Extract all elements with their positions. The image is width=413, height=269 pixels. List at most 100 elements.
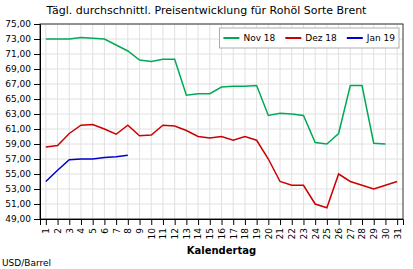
y-tick-label: 53,00 xyxy=(5,184,31,194)
legend-swatch xyxy=(285,37,301,39)
y-tick: 55,00 xyxy=(5,169,40,179)
x-tick: 12 xyxy=(170,219,180,239)
grid-line-x xyxy=(315,24,316,219)
grid-line-x xyxy=(198,24,199,219)
x-tick-label: 17 xyxy=(229,228,239,239)
x-tick: 9 xyxy=(135,219,145,234)
y-tick: 67,00 xyxy=(5,79,40,89)
x-tick-mark xyxy=(303,219,304,225)
y-tick-mark xyxy=(34,204,40,205)
x-tick: 16 xyxy=(217,219,227,239)
y-tick: 57,00 xyxy=(5,154,40,164)
x-tick: 29 xyxy=(369,219,379,239)
x-tick-label: 5 xyxy=(88,228,98,234)
grid-line-x xyxy=(45,24,46,219)
y-tick-mark xyxy=(34,84,40,85)
x-tick-mark xyxy=(397,219,398,225)
y-tick-label: 75,00 xyxy=(5,19,31,29)
x-tick: 14 xyxy=(193,219,203,239)
x-tick-label: 1 xyxy=(41,228,51,234)
y-tick-mark xyxy=(34,99,40,100)
x-tick: 3 xyxy=(65,219,75,234)
x-tick-label: 9 xyxy=(135,228,145,234)
x-tick-label: 20 xyxy=(264,228,274,240)
x-tick-label: 27 xyxy=(346,228,356,239)
grid-line-x xyxy=(92,24,93,219)
plot-area xyxy=(46,38,397,208)
y-tick-mark xyxy=(34,159,40,160)
x-tick-label: 30 xyxy=(381,228,391,240)
x-tick-label: 28 xyxy=(357,228,367,240)
x-tick-mark xyxy=(339,219,340,225)
x-tick-label: 25 xyxy=(322,228,332,239)
x-tick: 21 xyxy=(275,219,285,239)
x-tick-label: 16 xyxy=(217,228,227,240)
grid-line-x xyxy=(350,24,351,219)
x-tick-mark xyxy=(350,219,351,225)
x-tick: 10 xyxy=(147,219,157,239)
y-tick: 63,00 xyxy=(5,109,40,119)
x-tick: 24 xyxy=(311,219,321,239)
y-tick: 51,00 xyxy=(5,199,40,209)
grid-line-x xyxy=(162,24,163,219)
y-tick-label: 59,00 xyxy=(5,139,31,149)
x-tick-label: 2 xyxy=(53,228,63,234)
legend-label: Jan 19 xyxy=(366,33,395,43)
y-axis-line xyxy=(34,25,41,220)
grid-line-x xyxy=(280,24,281,219)
y-tick: 75,00 xyxy=(5,19,40,29)
y-tick-mark xyxy=(34,174,40,175)
y-tick-label: 55,00 xyxy=(5,169,31,179)
x-tick-mark xyxy=(385,219,386,225)
x-tick-mark xyxy=(210,219,211,225)
grid-line-x xyxy=(233,24,234,219)
x-tick: 1 xyxy=(41,219,51,234)
legend-swatch xyxy=(347,37,363,39)
legend-swatch xyxy=(223,37,239,39)
y-tick-label: 57,00 xyxy=(5,154,31,164)
grid-line-x xyxy=(362,24,363,219)
x-tick-mark xyxy=(245,219,246,225)
grid-line-x xyxy=(151,24,152,219)
x-tick: 2 xyxy=(53,219,63,234)
grid-line-x xyxy=(174,24,175,219)
x-tick-mark xyxy=(315,219,316,225)
y-tick-mark xyxy=(34,24,40,25)
grid xyxy=(40,24,403,219)
x-tick: 25 xyxy=(322,219,332,239)
y-tick: 53,00 xyxy=(5,184,40,194)
x-tick-label: 29 xyxy=(369,228,379,240)
grid-line-x xyxy=(104,24,105,219)
x-tick-mark xyxy=(233,219,234,225)
y-tick: 73,00 xyxy=(5,34,40,44)
x-tick-label: 4 xyxy=(76,228,86,234)
x-tick: 6 xyxy=(100,219,110,234)
x-tick-mark xyxy=(151,219,152,225)
y-tick: 49,00 xyxy=(5,214,40,224)
y-tick: 71,00 xyxy=(5,49,40,59)
x-tick-mark xyxy=(93,219,94,225)
x-tick-label: 21 xyxy=(275,228,285,239)
x-tick: 23 xyxy=(299,219,309,239)
x-tick-label: 14 xyxy=(193,228,203,240)
x-tick-label: 7 xyxy=(111,228,121,234)
y-tick-mark xyxy=(34,114,40,115)
y-tick-mark xyxy=(34,129,40,130)
x-tick-label: 31 xyxy=(393,228,403,239)
x-tick: 27 xyxy=(346,219,356,239)
x-tick-label: 23 xyxy=(299,228,309,239)
chart-title: Tägl. durchschnittl. Preisentwicklung fü… xyxy=(46,4,368,17)
x-tick-label: 8 xyxy=(123,228,133,234)
y-tick: 65,00 xyxy=(5,94,40,104)
y-tick-mark xyxy=(34,189,40,190)
x-axis: 1234567891011121314151617181920212223242… xyxy=(41,219,404,239)
x-tick-label: 11 xyxy=(158,228,168,239)
grid-line-x xyxy=(268,24,269,219)
y-tick-label: 69,00 xyxy=(5,64,31,74)
x-tick-label: 10 xyxy=(147,228,157,240)
x-tick-mark xyxy=(116,219,117,225)
legend: Nov 18Dez 18Jan 19 xyxy=(219,28,399,48)
x-tick-mark xyxy=(374,219,375,225)
grid-line-x xyxy=(385,24,386,219)
x-tick: 18 xyxy=(240,219,250,239)
